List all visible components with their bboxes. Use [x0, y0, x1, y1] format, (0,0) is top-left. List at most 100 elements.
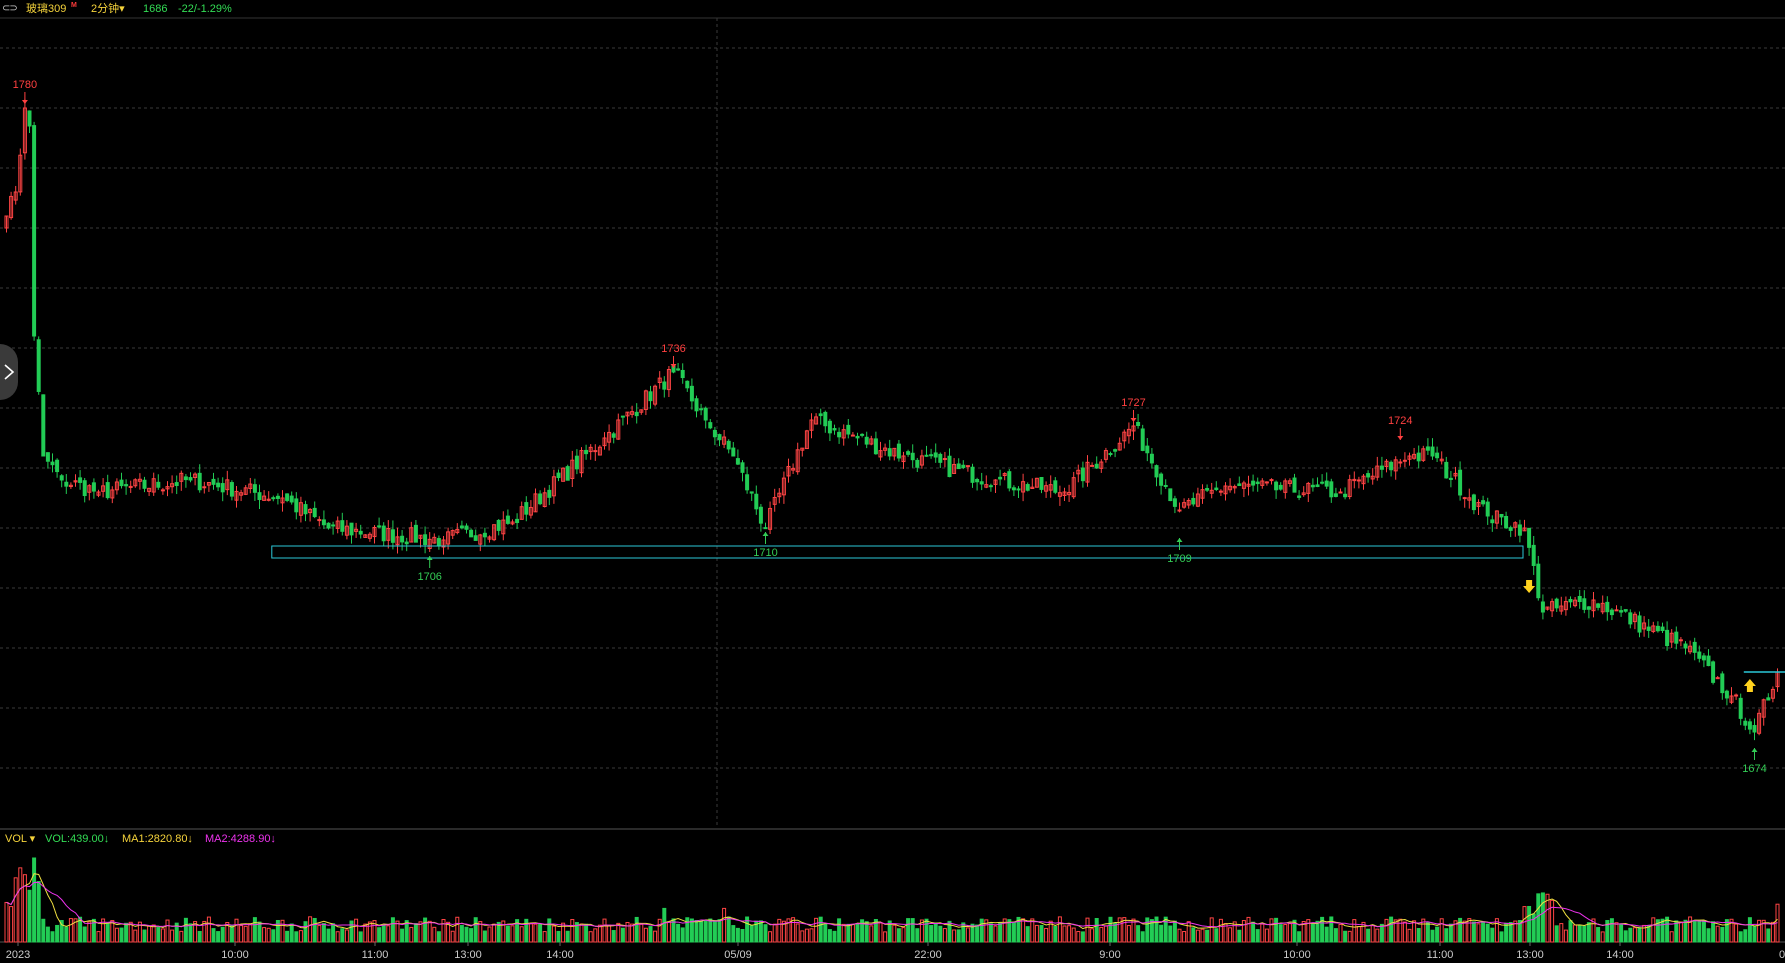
volume-bar	[1660, 918, 1665, 943]
candle-body	[1421, 448, 1426, 461]
candle-body	[625, 411, 630, 417]
volume-bar	[1398, 918, 1403, 943]
volume-bar	[423, 917, 428, 943]
volume-bar	[1361, 921, 1366, 943]
volume-bar	[197, 930, 202, 943]
volume-bar	[174, 922, 179, 943]
volume-bar	[1214, 928, 1219, 943]
candle-body	[344, 525, 349, 536]
candle-body	[18, 154, 23, 193]
volume-bar	[1527, 905, 1532, 943]
volume-bar	[565, 930, 570, 943]
candle-body	[1186, 499, 1191, 506]
ma1-value: MA1:2820.80↓	[122, 833, 193, 845]
candle-body	[1600, 602, 1605, 613]
candle-body	[105, 482, 110, 499]
candle-body	[1016, 488, 1021, 491]
candle-body	[1356, 479, 1361, 482]
volume-bar	[1237, 929, 1242, 943]
candle-body	[906, 451, 911, 455]
volume-bar	[1007, 919, 1012, 943]
candle-body	[1030, 486, 1035, 489]
candle-body	[676, 368, 681, 371]
candle-body	[1071, 477, 1076, 498]
candle-body	[542, 492, 547, 508]
candle-body	[699, 408, 704, 411]
annotation-arrowhead	[426, 556, 433, 560]
volume-bar	[1182, 931, 1187, 943]
candle-body	[855, 435, 860, 439]
candle-body	[271, 497, 276, 500]
candle-body	[266, 498, 271, 501]
volume-bar	[1757, 919, 1762, 943]
candle-body	[390, 529, 395, 543]
volume-bar	[864, 921, 869, 943]
volume-bar	[1163, 916, 1168, 943]
candle-body	[533, 493, 538, 513]
candle-body	[1324, 480, 1329, 487]
candle-body	[634, 411, 639, 417]
candle-body	[570, 459, 575, 479]
chevron-right-icon	[4, 364, 15, 380]
candle-body	[1182, 502, 1187, 508]
candle-body	[151, 478, 156, 493]
volume-bar	[607, 924, 612, 943]
volume-bar	[1287, 923, 1292, 943]
candle-body	[1389, 461, 1394, 471]
volume-bar	[814, 917, 819, 943]
candle-body	[1310, 484, 1315, 488]
indicator-dropdown[interactable]: VOL ▾	[5, 833, 36, 845]
candle-body	[758, 506, 763, 524]
volume-bar	[13, 877, 18, 943]
candle-body	[689, 385, 694, 402]
candle-body	[1665, 629, 1670, 647]
candle-body	[1738, 697, 1743, 719]
side-panel-toggle[interactable]	[0, 344, 18, 400]
volume-bar	[547, 918, 552, 943]
candle-body	[726, 440, 731, 450]
link-icon[interactable]: ⊂⊃	[2, 3, 18, 14]
volume-bar	[1494, 918, 1499, 943]
volume-bar	[275, 919, 280, 943]
candle-body	[1522, 527, 1527, 532]
x-tick-label: 14:00	[546, 949, 574, 961]
volume-bar	[1448, 923, 1453, 943]
candle-body	[1214, 487, 1219, 491]
symbol-name[interactable]: 玻璃309	[26, 3, 67, 15]
volume-bar	[1094, 917, 1099, 943]
period-dropdown[interactable]: 2分钟▾	[91, 0, 125, 18]
candle-body	[87, 485, 92, 493]
candle-body	[1550, 601, 1555, 612]
candle-body	[1513, 522, 1518, 528]
volume-bar	[220, 926, 225, 943]
volume-bar	[1016, 916, 1021, 943]
volume-bar	[1412, 920, 1417, 943]
volume-bar	[781, 920, 786, 943]
candle-body	[469, 529, 474, 538]
volume-bar	[160, 928, 165, 943]
volume-bar	[984, 919, 989, 943]
candle-body	[929, 454, 934, 457]
candle-body	[50, 461, 55, 466]
candle-body	[860, 433, 865, 436]
candle-body	[1283, 480, 1288, 493]
volume-bar	[1076, 931, 1081, 943]
candle-body	[754, 493, 759, 510]
candle-body	[298, 502, 303, 516]
candle-body	[1034, 477, 1039, 488]
volume-bar	[409, 926, 414, 943]
candle-body	[1333, 493, 1338, 497]
volume-bar	[694, 920, 699, 943]
candle-body	[128, 485, 133, 488]
volume-bar	[1103, 925, 1108, 943]
volume-bar	[1724, 919, 1729, 943]
candle-body	[1315, 484, 1320, 488]
volume-bar	[1605, 920, 1610, 943]
volume-bar	[78, 916, 83, 943]
candle-body	[1044, 485, 1049, 492]
candle-body	[206, 482, 211, 486]
candle-body	[1085, 461, 1090, 483]
candle-body	[1605, 601, 1610, 613]
candle-body	[988, 485, 993, 488]
